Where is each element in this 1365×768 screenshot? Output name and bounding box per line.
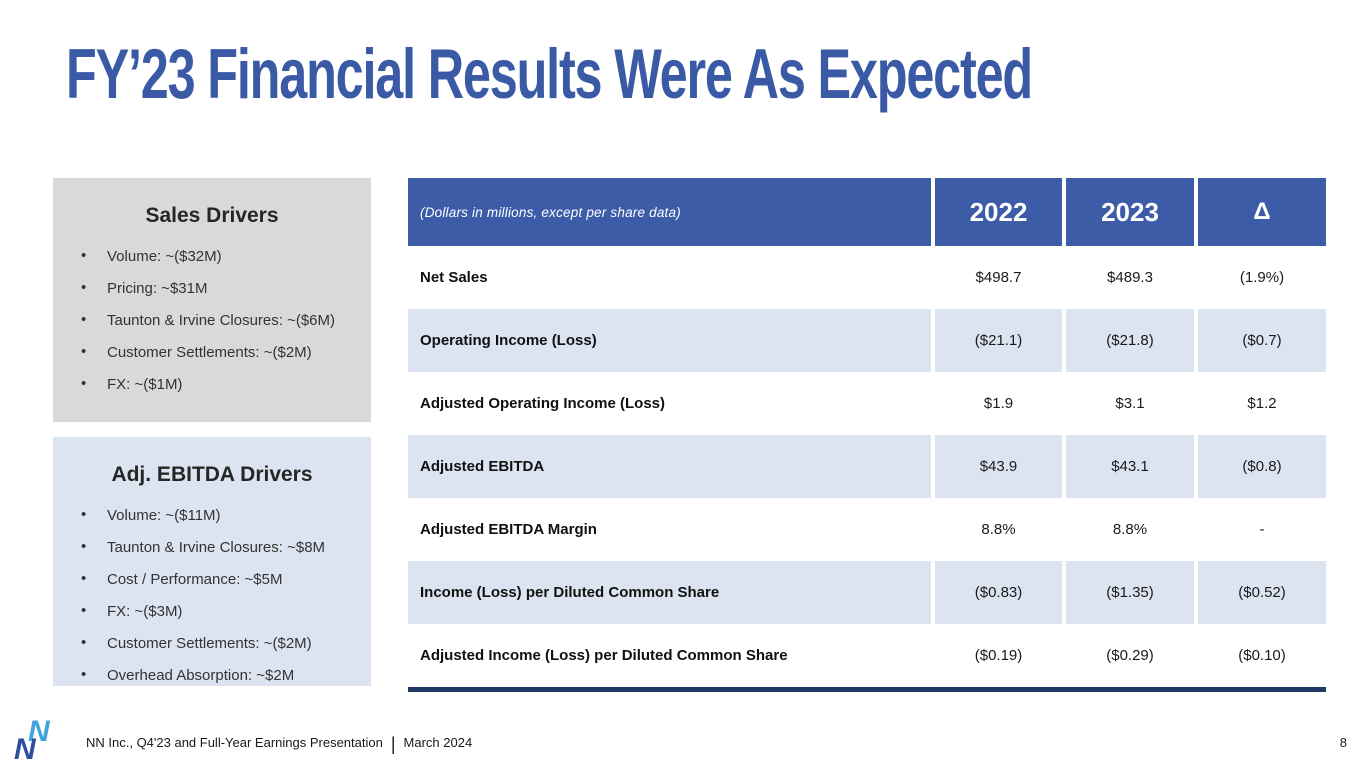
row-label: Income (Loss) per Diluted Common Share bbox=[408, 561, 931, 624]
page-title: FY’23 Financial Results Were As Expected bbox=[66, 35, 1033, 114]
bullet-icon: • bbox=[81, 343, 87, 360]
table-row: Operating Income (Loss) ($21.1) ($21.8) … bbox=[408, 309, 1326, 372]
table-row: Adjusted Operating Income (Loss) $1.9 $3… bbox=[408, 372, 1326, 435]
ebitda-drivers-box: Adj. EBITDA Drivers • Volume: ~($11M) • Ta… bbox=[53, 437, 371, 686]
table-note: (Dollars in millions, except per share d… bbox=[408, 178, 931, 246]
bullet-icon: • bbox=[81, 666, 87, 683]
row-label: Net Sales bbox=[408, 246, 931, 309]
list-item-label: FX: ~($1M) bbox=[107, 376, 183, 393]
cell-value: $43.1 bbox=[1066, 435, 1194, 498]
list-item-label: Customer Settlements: ~($2M) bbox=[107, 635, 312, 652]
bullet-icon: • bbox=[81, 538, 87, 555]
cell-value: ($21.1) bbox=[935, 309, 1062, 372]
cell-value: (1.9%) bbox=[1198, 246, 1326, 309]
footer-date: March 2024 bbox=[403, 735, 473, 750]
list-item-label: FX: ~($3M) bbox=[107, 603, 183, 620]
bullet-icon: • bbox=[81, 279, 87, 296]
column-header-delta: Δ bbox=[1198, 178, 1326, 246]
sales-drivers-box: Sales Drivers • Volume: ~($32M) • Pricing:… bbox=[53, 178, 371, 422]
cell-value: $489.3 bbox=[1066, 246, 1194, 309]
column-header-2022: 2022 bbox=[935, 178, 1062, 246]
table-row: Adjusted Income (Loss) per Diluted Commo… bbox=[408, 624, 1326, 687]
cell-value: ($0.19) bbox=[935, 624, 1062, 687]
list-item-label: Cost / Performance: ~$5M bbox=[107, 571, 283, 588]
cell-value: $3.1 bbox=[1066, 372, 1194, 435]
list-item-label: Overhead Absorption: ~$2M bbox=[107, 667, 295, 684]
row-label: Adjusted EBITDA bbox=[408, 435, 931, 498]
list-item-label: Customer Settlements: ~($2M) bbox=[107, 344, 312, 361]
page-number: 8 bbox=[1339, 735, 1347, 750]
row-label: Adjusted EBITDA Margin bbox=[408, 498, 931, 561]
bullet-icon: • bbox=[81, 570, 87, 587]
row-label: Operating Income (Loss) bbox=[408, 309, 931, 372]
bullet-icon: • bbox=[81, 506, 87, 523]
bullet-icon: • bbox=[81, 311, 87, 328]
list-item: • Overhead Absorption: ~$2M bbox=[81, 660, 363, 692]
table-header-row: (Dollars in millions, except per share d… bbox=[408, 178, 1326, 246]
list-item: • Taunton & Irvine Closures: ~($6M) bbox=[81, 305, 363, 337]
list-item-label: Volume: ~($32M) bbox=[107, 248, 222, 265]
table-row: Net Sales $498.7 $489.3 (1.9%) bbox=[408, 246, 1326, 309]
cell-value: - bbox=[1198, 498, 1326, 561]
ebitda-drivers-heading: Adj. EBITDA Drivers bbox=[111, 463, 313, 486]
cell-value: $43.9 bbox=[935, 435, 1062, 498]
financial-results-table: (Dollars in millions, except per share d… bbox=[408, 178, 1326, 687]
cell-value: ($1.35) bbox=[1066, 561, 1194, 624]
row-label: Adjusted Income (Loss) per Diluted Commo… bbox=[408, 624, 931, 687]
footer-presentation-label: NN Inc., Q4'23 and Full-Year Earnings Pr… bbox=[86, 735, 383, 750]
cell-value: 8.8% bbox=[935, 498, 1062, 561]
list-item: • Taunton & Irvine Closures: ~$8M bbox=[81, 532, 363, 564]
sales-drivers-list: • Volume: ~($32M) • Pricing: ~$31M • Taunto… bbox=[53, 241, 371, 401]
ebitda-drivers-list: • Volume: ~($11M) • Taunton & Irvine Closu… bbox=[53, 500, 371, 692]
list-item-label: Pricing: ~$31M bbox=[107, 280, 208, 297]
cell-value: $498.7 bbox=[935, 246, 1062, 309]
list-item: • FX: ~($1M) bbox=[81, 369, 363, 401]
nn-logo-icon: N N bbox=[14, 715, 51, 764]
list-item-label: Volume: ~($11M) bbox=[107, 507, 221, 524]
bullet-icon: • bbox=[81, 375, 87, 392]
sales-drivers-heading: Sales Drivers bbox=[145, 204, 279, 227]
cell-value: ($0.10) bbox=[1198, 624, 1326, 687]
bullet-icon: • bbox=[81, 634, 87, 651]
table-row: Adjusted EBITDA Margin 8.8% 8.8% - bbox=[408, 498, 1326, 561]
list-item: • Volume: ~($32M) bbox=[81, 241, 363, 273]
svg-text:N: N bbox=[28, 715, 51, 748]
list-item-label: Taunton & Irvine Closures: ~($6M) bbox=[107, 312, 336, 329]
cell-value: ($0.83) bbox=[935, 561, 1062, 624]
bullet-icon: • bbox=[81, 602, 87, 619]
list-item: • FX: ~($3M) bbox=[81, 596, 363, 628]
table-row: Adjusted EBITDA $43.9 $43.1 ($0.8) bbox=[408, 435, 1326, 498]
list-item: • Cost / Performance: ~$5M bbox=[81, 564, 363, 596]
footer-caption: NN Inc., Q4'23 and Full-Year Earnings Pr… bbox=[86, 734, 472, 755]
bullet-icon: • bbox=[81, 247, 87, 264]
table-bottom-rule bbox=[408, 687, 1326, 692]
list-item: • Customer Settlements: ~($2M) bbox=[81, 628, 363, 660]
table-row: Income (Loss) per Diluted Common Share (… bbox=[408, 561, 1326, 624]
cell-value: $1.9 bbox=[935, 372, 1062, 435]
list-item: • Volume: ~($11M) bbox=[81, 500, 363, 532]
cell-value: 8.8% bbox=[1066, 498, 1194, 561]
cell-value: ($21.8) bbox=[1066, 309, 1194, 372]
svg-text:N: N bbox=[14, 733, 37, 764]
list-item-label: Taunton & Irvine Closures: ~$8M bbox=[107, 539, 326, 556]
cell-value: ($0.7) bbox=[1198, 309, 1326, 372]
cell-value: ($0.29) bbox=[1066, 624, 1194, 687]
cell-value: ($0.8) bbox=[1198, 435, 1326, 498]
list-item: • Customer Settlements: ~($2M) bbox=[81, 337, 363, 369]
column-header-2023: 2023 bbox=[1066, 178, 1194, 246]
cell-value: ($0.52) bbox=[1198, 561, 1326, 624]
row-label: Adjusted Operating Income (Loss) bbox=[408, 372, 931, 435]
list-item: • Pricing: ~$31M bbox=[81, 273, 363, 305]
footer-separator: | bbox=[390, 734, 396, 754]
cell-value: $1.2 bbox=[1198, 372, 1326, 435]
